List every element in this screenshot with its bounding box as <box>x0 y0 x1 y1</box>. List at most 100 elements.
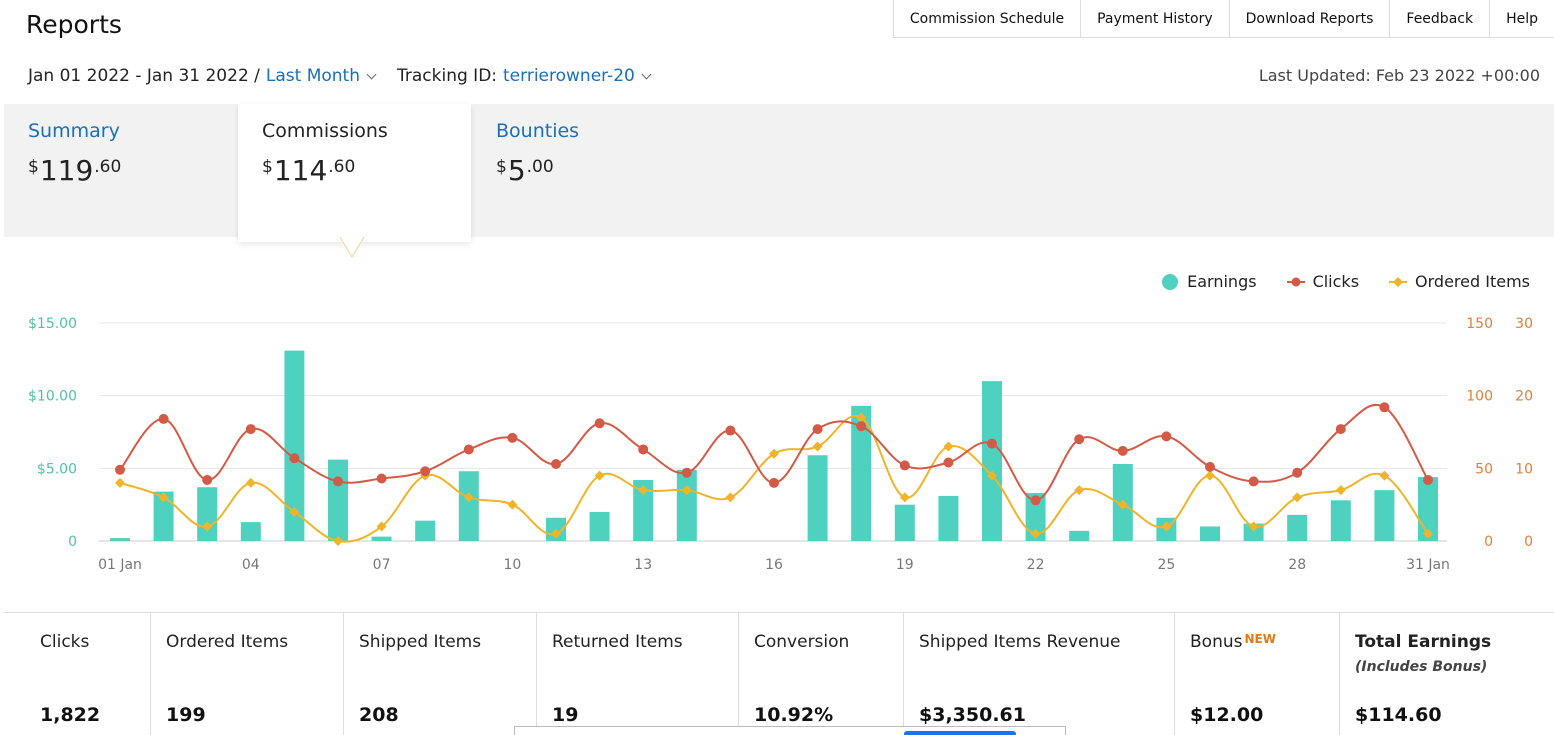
x-tick-label: 25 <box>1157 557 1175 573</box>
chart-legend: Earnings Clicks Ordered Items <box>1161 272 1530 291</box>
currency-symbol: $ <box>496 157 507 177</box>
clicks-point <box>1074 434 1085 445</box>
top-nav: Commission Schedule Payment History Down… <box>892 0 1554 38</box>
nav-download-reports[interactable]: Download Reports <box>1230 0 1391 37</box>
clicks-point <box>507 432 518 443</box>
y-right-items-tick-label: 10 <box>1515 461 1533 477</box>
tab-amount: $ 114 .60 <box>262 154 447 187</box>
clicks-point <box>463 444 474 455</box>
tab-label: Commissions <box>262 120 388 142</box>
page-title: Reports <box>26 10 122 39</box>
date-preset-dropdown[interactable]: Last Month <box>266 66 377 86</box>
earnings-bar <box>633 479 654 541</box>
metric-value: 199 <box>166 704 206 726</box>
clicks-point <box>376 473 387 484</box>
earnings-bar <box>1374 490 1395 541</box>
ordered-items-point <box>507 499 518 510</box>
tab-summary[interactable]: Summary $ 119 .60 <box>4 104 237 237</box>
tab-bounties[interactable]: Bounties $ 5 .00 <box>472 104 705 237</box>
x-tick-label: 13 <box>634 557 652 573</box>
metric-ordered-items: Ordered Items 199 <box>151 613 344 735</box>
earnings-bar <box>1069 530 1090 541</box>
amount-whole: 119 <box>39 154 94 187</box>
date-range: Jan 01 2022 - Jan 31 2022 / <box>28 66 260 86</box>
clicks-point <box>202 474 213 485</box>
nav-commission-schedule[interactable]: Commission Schedule <box>894 0 1082 37</box>
earnings-bar <box>1330 500 1351 541</box>
ordered-items-point <box>115 477 125 488</box>
clicks-line-icon <box>1286 277 1305 286</box>
x-tick-label: 10 <box>503 557 521 573</box>
earnings-bar <box>153 491 174 541</box>
earnings-bar <box>415 520 436 541</box>
popup-panel <box>514 726 1066 735</box>
ordered-items-point <box>202 521 213 532</box>
clicks-point <box>333 476 343 487</box>
metric-label: Shipped Items Revenue <box>919 632 1121 652</box>
metric-shipped-items: Shipped Items 208 <box>344 613 537 735</box>
earnings-bar <box>110 538 130 541</box>
y-right-items-tick-label: 20 <box>1515 389 1533 405</box>
ordered-items-point <box>987 470 997 481</box>
tab-commissions[interactable]: Commissions $ 114 .60 <box>238 104 471 242</box>
ordered-items-point <box>1423 528 1433 539</box>
clicks-point <box>638 444 649 455</box>
ordered-items-point <box>594 470 605 481</box>
y-right-items-tick-label: 30 <box>1515 316 1533 332</box>
ordered-items-point <box>158 492 169 503</box>
legend-ordered-items[interactable]: Ordered Items <box>1389 272 1530 291</box>
tracking-id-value: terrierowner-20 <box>503 66 635 86</box>
y-right-clicks-tick-label: 50 <box>1475 461 1493 477</box>
tab-amount: $ 5 .00 <box>496 154 681 187</box>
ordered-items-point <box>899 492 910 503</box>
earnings-bar <box>284 350 305 541</box>
tab-amount: $ 119 .60 <box>28 154 213 187</box>
legend-label: Earnings <box>1187 272 1257 291</box>
earnings-bar <box>371 536 392 541</box>
ordered-items-point <box>1205 470 1215 481</box>
clicks-point <box>551 458 561 469</box>
ordered-items-point <box>1161 521 1172 532</box>
currency-symbol: $ <box>262 157 273 177</box>
ordered-items-point <box>333 536 343 546</box>
ordered-items-point <box>1074 485 1085 496</box>
amount-whole: 5 <box>507 154 526 187</box>
y-right-clicks-tick-label: 150 <box>1466 316 1493 332</box>
ordered-items-point <box>681 485 692 496</box>
ordered-items-point <box>1292 492 1303 503</box>
clicks-point <box>1423 474 1433 485</box>
ordered-items-point <box>551 528 561 539</box>
nav-feedback[interactable]: Feedback <box>1390 0 1491 37</box>
earnings-bar <box>982 381 1002 541</box>
metric-conversion: Conversion 10.92% <box>739 613 904 735</box>
legend-clicks[interactable]: Clicks <box>1286 272 1359 291</box>
metric-label: Clicks <box>40 632 90 652</box>
popup-button[interactable] <box>904 731 1016 735</box>
clicks-point <box>812 424 823 435</box>
clicks-point <box>987 438 997 449</box>
earnings-bar <box>807 455 828 541</box>
ordered-items-point <box>1030 528 1041 539</box>
nav-help[interactable]: Help <box>1506 10 1538 27</box>
tracking-id-dropdown[interactable]: Tracking ID: terrierowner-20 <box>397 66 652 86</box>
y-left-tick-label: $15.00 <box>28 316 77 332</box>
ordered-items-point <box>463 492 474 503</box>
metric-value: 19 <box>552 704 579 726</box>
clicks-point <box>1379 402 1390 413</box>
metric-bonus: Bonus NEW $12.00 <box>1175 613 1340 735</box>
clicks-point <box>594 418 605 429</box>
metric-label: Returned Items <box>552 632 683 652</box>
ordered-items-point <box>1379 470 1390 481</box>
nav-payment-history[interactable]: Payment History <box>1081 0 1230 37</box>
clicks-point <box>420 466 431 477</box>
ordered-items-point <box>1117 499 1128 510</box>
ordered-items-point <box>812 441 823 452</box>
y-left-tick-label: 0 <box>68 534 77 550</box>
amount-whole: 114 <box>273 154 328 187</box>
legend-earnings[interactable]: Earnings <box>1161 272 1257 291</box>
filter-row: Jan 01 2022 - Jan 31 2022 / Last Month T… <box>28 66 652 86</box>
legend-label: Ordered Items <box>1415 272 1530 291</box>
clicks-point <box>1161 431 1172 442</box>
earnings-bar <box>938 495 959 541</box>
y-right-clicks-tick-label: 100 <box>1466 389 1493 405</box>
